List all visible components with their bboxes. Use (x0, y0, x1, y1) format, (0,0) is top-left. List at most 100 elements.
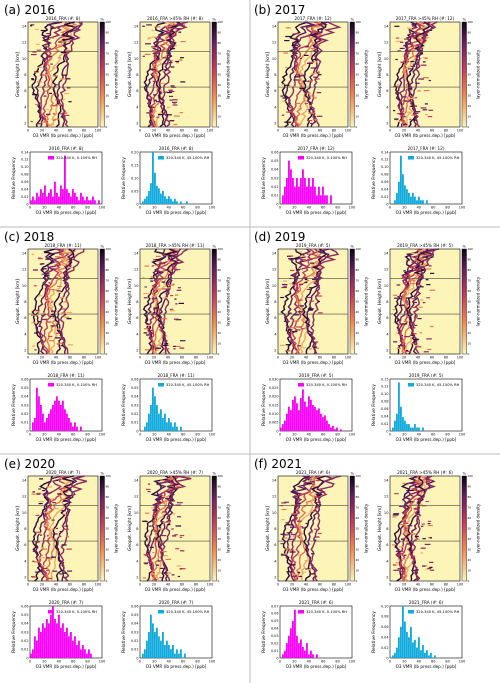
histogram-bar (402, 174, 404, 204)
density-cell (296, 326, 302, 328)
density-cell (161, 263, 166, 265)
hist-ytick-label: 0.05 (131, 386, 139, 390)
heat-xlabel: O3 VMR (lb press.dep.) [ppb] (145, 360, 206, 365)
heat-ytick-label: 6 (24, 316, 27, 320)
colorbar-tick-label: 40 (356, 310, 360, 314)
density-cell (30, 24, 35, 26)
density-cell (302, 496, 306, 498)
hist-ytick-label: 0 (276, 429, 278, 433)
density-cell (294, 40, 299, 42)
heat-xtick-label: 20 (152, 356, 156, 360)
hist-ytick-label: 0.04 (271, 168, 279, 172)
density-cell (162, 351, 166, 353)
density-cell (422, 57, 428, 59)
density-cell (32, 550, 37, 552)
density-cell (427, 116, 433, 118)
density-cell (313, 281, 317, 283)
density-cell (297, 554, 301, 556)
hist-ytick-label: 0.10 (21, 165, 29, 169)
heat-ytick-label: 10 (384, 57, 389, 61)
colorbar-tick-label: 20 (356, 104, 360, 108)
density-cell (315, 479, 320, 482)
density-cell (410, 342, 415, 345)
density-cell (430, 325, 434, 328)
density-cell (168, 62, 173, 64)
heat-ytick-label: 14 (22, 252, 27, 256)
heatmap-title: 2017_FRA >45% RH (#: 12) (396, 16, 455, 21)
legend-swatch (298, 610, 304, 614)
colorbar-tick-label: 10 (106, 115, 110, 119)
density-cell (153, 307, 159, 309)
hist-ytick-label: 0.05 (271, 159, 279, 163)
legend-label: 320-340 K, 0-100% RH (56, 156, 97, 160)
colorbar-tick-label: 80 (106, 41, 110, 45)
density-cell (288, 255, 294, 257)
histogram-bar (308, 654, 310, 658)
hist-ytick-label: 0.06 (381, 180, 389, 184)
heatmap-title: 2021_FRA (#: 6) (296, 470, 331, 475)
hist-xtick-label: 40 (307, 433, 311, 437)
heat-ytick-label: 6 (136, 316, 139, 320)
heat-xtick-label: 0 (27, 356, 29, 360)
density-cell (62, 572, 67, 574)
heat-xtick-label: 60 (318, 356, 322, 360)
histogram-bar (156, 185, 158, 204)
histogram-bar (66, 413, 68, 431)
density-cell (288, 289, 291, 292)
colorbar-tick-label: 50 (356, 527, 360, 531)
density-cell (149, 525, 152, 527)
colorbar-tick-label: 40 (468, 310, 472, 314)
density-cell (178, 59, 183, 61)
colorbar-tick-label: 70 (356, 52, 360, 56)
histogram-bar (56, 623, 58, 658)
colorbar-tick-label: 70 (468, 506, 472, 510)
heat-xtick-label: 0 (277, 129, 279, 133)
density-cell (280, 554, 286, 556)
density-cell (41, 565, 46, 567)
density-cell (413, 119, 418, 121)
density-cell (59, 573, 63, 575)
density-cell (405, 274, 411, 276)
density-cell (50, 556, 56, 558)
density-cell (62, 513, 67, 515)
histogram-bar (70, 422, 72, 431)
heat-xtick-label: 20 (152, 583, 156, 587)
density-trace (150, 248, 180, 355)
density-cell (307, 288, 312, 291)
colorbar-tick-label: 90 (218, 485, 222, 489)
density-cell (314, 496, 317, 498)
hist-ytick-label: 0.06 (271, 150, 279, 154)
colorbar (99, 248, 105, 355)
colorbar-tick-label: 90 (218, 31, 222, 35)
density-cell (56, 343, 60, 345)
histogram-bar (58, 614, 60, 658)
density-cell (287, 524, 293, 526)
histogram-title: 2021_FRA (#: 6) (299, 600, 334, 605)
histogram-bar (328, 424, 330, 431)
density-cell (411, 25, 416, 27)
density-cell (55, 527, 59, 529)
histogram-bar (302, 389, 304, 431)
density-cell (146, 488, 151, 490)
histogram-bar (148, 191, 150, 204)
histogram-bar (52, 606, 54, 658)
heat-ylabel: Geopot. Height [km] (15, 506, 21, 551)
heat-ytick-label: 14 (134, 252, 139, 256)
colorbar-tick-label: 80 (468, 495, 472, 499)
density-cell (399, 113, 402, 115)
hist-xlabel: O3 VMR (lb press.dep.) [ppb] (146, 437, 207, 442)
histogram-bar (64, 155, 66, 204)
hist-ylabel: Relative Frequency (261, 384, 267, 426)
histogram-bar (324, 195, 326, 204)
density-cell (47, 558, 53, 561)
density-cell (43, 525, 48, 527)
density-cell (62, 576, 66, 578)
colorbar-tick-label: 60 (218, 62, 222, 66)
histogram-bar (304, 650, 306, 658)
histogram-bar (160, 193, 162, 204)
colorbar-tick-label: 50 (106, 73, 110, 77)
colorbar (211, 475, 217, 582)
density-cell (61, 544, 67, 546)
histogram-bar (42, 413, 44, 431)
density-cell (45, 258, 50, 260)
